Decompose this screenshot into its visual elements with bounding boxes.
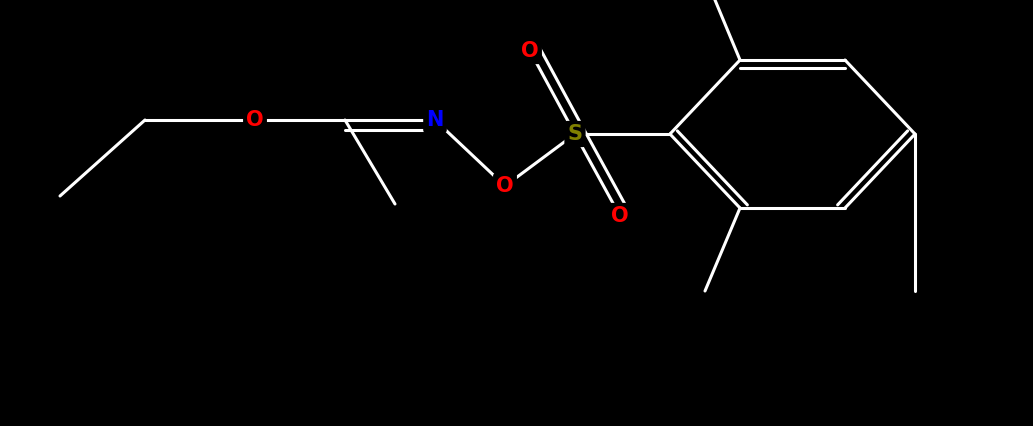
Text: N: N	[427, 110, 444, 130]
Text: O: O	[522, 41, 539, 61]
Text: S: S	[567, 124, 583, 144]
Text: O: O	[246, 110, 263, 130]
Text: O: O	[496, 176, 513, 196]
Text: O: O	[612, 206, 629, 226]
